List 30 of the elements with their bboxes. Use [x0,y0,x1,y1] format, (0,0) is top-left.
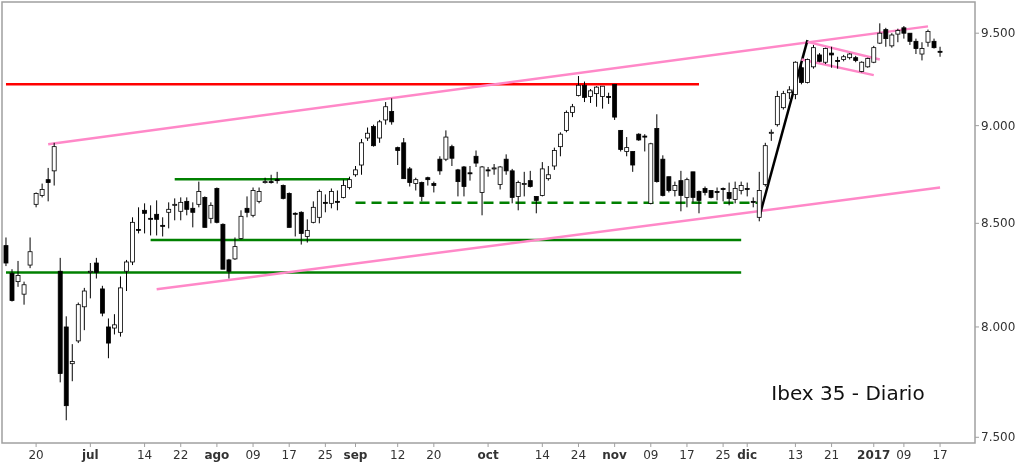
x-tick-label: 17 [932,448,948,462]
x-tick-label: 13 [787,448,804,462]
x-tick-label: 09 [245,448,261,462]
x-tick-label: 14 [136,448,153,462]
y-tick-label: 8.000 [981,319,1016,334]
x-tick-label: 14 [534,448,550,462]
y-tick-label: 8.500 [981,216,1016,231]
x-tick-label: 09 [643,448,659,462]
x-tick-label: 17 [679,448,695,462]
x-tick-label: oct [477,448,499,462]
x-tick-label: 21 [823,448,840,462]
y-tick-label: 9.000 [981,118,1016,133]
text: Ibex 35 - Diario [771,381,925,405]
x-tick-label: 22 [173,448,189,462]
x-tick-label: 25 [317,448,334,462]
x-tick-label: ago [204,448,230,462]
x-tick-label: 12 [390,448,406,462]
y-tick-label: 7.500 [981,430,1016,445]
x-tick-label: 25 [715,448,731,462]
x-tick-label: 24 [570,448,587,462]
x-tick-label: nov [602,448,628,462]
x-tick-label: 20 [28,448,44,462]
x-tick-label: dic [737,448,758,462]
x-tick-label: jul [80,448,99,462]
x-tick-label: 17 [281,448,297,462]
y-tick-label: 9.500 [981,26,1016,41]
x-tick-label: sep [343,448,368,462]
x-tick-label: 2017 [857,448,891,462]
x-tick-label: 20 [426,448,442,462]
x-tick-label: 09 [896,448,912,462]
